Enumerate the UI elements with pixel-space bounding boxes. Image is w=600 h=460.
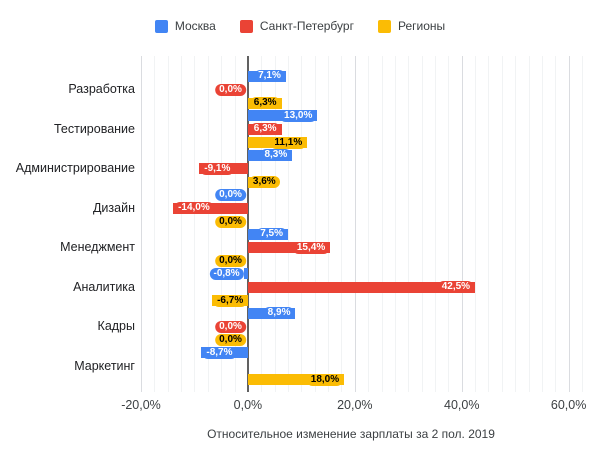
- bar-value-label: 42,5%: [437, 281, 475, 294]
- minor-gridline: [328, 56, 330, 392]
- legend: Москва Санкт-Петербург Регионы: [0, 19, 600, 33]
- legend-swatch-sankt-peterburg: [239, 19, 253, 33]
- category-label: Тестирование: [53, 121, 135, 136]
- minor-gridline: [194, 56, 196, 392]
- minor-gridline: [301, 56, 303, 392]
- legend-swatch-moskva: [154, 19, 168, 33]
- minor-gridline: [435, 56, 436, 392]
- bar-value-label: -9,1%: [200, 162, 235, 175]
- minor-gridline: [368, 56, 370, 392]
- minor-gridline: [181, 56, 183, 392]
- minor-gridline: [274, 56, 276, 392]
- category-label: Аналитика: [73, 279, 135, 294]
- x-tick-label: 40,0%: [443, 398, 480, 412]
- legend-item-regiony: Регионы: [377, 19, 446, 33]
- x-axis-title: Относительное изменение зарплаты за 2 по…: [207, 427, 495, 441]
- minor-gridline: [541, 56, 543, 392]
- bar-value-label: 8,9%: [263, 307, 295, 320]
- minor-gridline: [394, 56, 396, 392]
- category-label: Менеджмент: [60, 240, 135, 254]
- major-gridline: [461, 56, 463, 392]
- plot-area: 7,1% 13,0% 8,3% 0,0% 7,5% -0,8% 8,9% -8,7% 0,0% 6…: [141, 56, 583, 392]
- minor-gridline: [381, 56, 383, 392]
- bar-value-label: -8,7%: [202, 346, 237, 359]
- category-label: Дизайн: [92, 200, 135, 215]
- major-gridline: [568, 56, 570, 392]
- bar-value-label: 6,3%: [249, 97, 281, 110]
- legend-label-moskva: Москва: [174, 19, 216, 33]
- bar: [243, 268, 248, 280]
- minor-gridline: [488, 56, 490, 392]
- bar-value-label: -6,7%: [213, 294, 248, 307]
- minor-gridline: [582, 56, 583, 392]
- minor-gridline: [314, 56, 316, 392]
- bar-value-label: 15,4%: [292, 241, 330, 254]
- minor-gridline: [501, 56, 503, 392]
- minor-gridline: [448, 56, 450, 392]
- category-label: Маркетинг: [74, 358, 135, 373]
- bar-value-label: 0,0%: [215, 255, 246, 268]
- bar-value-label: 11,1%: [270, 136, 307, 149]
- bar-value-label: 0,0%: [215, 83, 246, 96]
- major-gridline: [141, 56, 142, 392]
- major-gridline: [354, 56, 356, 392]
- bar-value-label: 0,0%: [215, 188, 246, 201]
- bar-value-label: 18,0%: [306, 373, 344, 386]
- bar-value-label: 3,6%: [248, 176, 280, 189]
- minor-gridline: [288, 56, 289, 392]
- bar-value-label: -0,8%: [209, 267, 244, 280]
- minor-gridline: [555, 56, 557, 392]
- bar-value-label: 13,0%: [280, 109, 317, 122]
- bar-value-label: 0,0%: [215, 215, 246, 228]
- minor-gridline: [341, 56, 343, 392]
- minor-gridline: [421, 56, 423, 392]
- legend-swatch-regiony: [377, 19, 391, 33]
- x-tick-label: 60,0%: [550, 398, 587, 412]
- x-tick-label: -20,0%: [121, 398, 161, 412]
- category-label: Администрирование: [15, 161, 135, 175]
- bar-value-label: 0,0%: [215, 334, 246, 347]
- legend-label-sankt-peterburg: Санкт-Петербург: [259, 19, 354, 33]
- minor-gridline: [408, 56, 410, 392]
- bar: [247, 374, 345, 386]
- bar-value-label: 0,0%: [215, 320, 246, 333]
- bar: [247, 242, 331, 254]
- bar: [247, 281, 476, 293]
- category-label: Кадры: [97, 319, 135, 333]
- minor-gridline: [475, 56, 477, 392]
- bar-value-label: 7,1%: [254, 70, 285, 83]
- bar-value-label: 6,3%: [249, 123, 281, 136]
- minor-gridline: [528, 56, 530, 392]
- minor-gridline: [515, 56, 517, 392]
- minor-gridline: [207, 56, 209, 392]
- zero-axis-line: [246, 56, 249, 392]
- bar-value-label: -14,0%: [174, 202, 214, 215]
- legend-item-moskva: Москва: [154, 19, 216, 33]
- x-tick-label: 20,0%: [337, 398, 373, 412]
- legend-item-sankt-peterburg: Санкт-Петербург: [239, 19, 354, 33]
- bar-value-label: 7,5%: [256, 228, 287, 241]
- category-label: Разработка: [68, 82, 135, 96]
- minor-gridline: [261, 56, 263, 392]
- legend-label-regiony: Регионы: [397, 19, 446, 33]
- minor-gridline: [154, 56, 156, 392]
- minor-gridline: [167, 56, 169, 392]
- x-tick-label: 0,0%: [233, 398, 263, 412]
- bar-value-label: 8,3%: [260, 149, 292, 162]
